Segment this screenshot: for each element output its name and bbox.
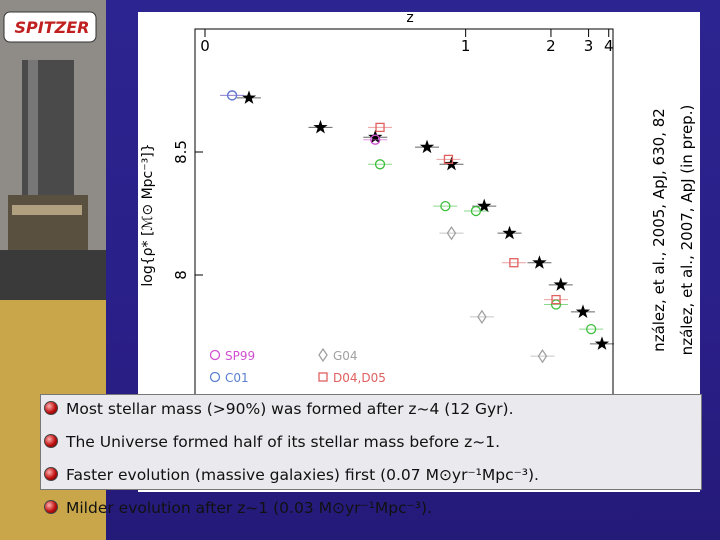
star-point [502, 225, 517, 240]
reference-note: nzález, et al., 2005, ApJ, 630, 82 [650, 108, 668, 352]
x-tick-label: 4 [604, 37, 614, 55]
logo: SPITZER [15, 18, 90, 37]
star-point [313, 119, 328, 134]
y-axis-label: log{ρ* [ℳ⊙ Mpc⁻³]} [140, 143, 156, 286]
logo-box [3, 11, 97, 43]
telescope-highlight [28, 60, 38, 200]
y-tick-label: 8 [172, 270, 190, 280]
square-point [318, 372, 328, 382]
circle-point [374, 159, 386, 170]
star-point [419, 139, 435, 154]
legend-label: C01 [225, 371, 249, 385]
bullet-item: Milder evolution after z~1 (0.03 M⊙yr⁻¹M… [44, 499, 432, 517]
diamond-point [477, 309, 487, 324]
x-tick-label: 0 [200, 37, 210, 55]
circle-point [440, 200, 451, 212]
star-point [532, 255, 547, 269]
telescope-panel [12, 205, 82, 215]
circle-point [586, 323, 597, 335]
square-point [551, 294, 561, 305]
bullet-item: The Universe formed half of its stellar … [44, 433, 500, 451]
bullet-icon [44, 467, 58, 481]
y-tick-label: 8.5 [172, 140, 190, 164]
square-point [509, 258, 519, 268]
square-point [443, 154, 454, 165]
circle-point [209, 349, 221, 361]
circle-point [370, 134, 381, 145]
bullet-box [40, 394, 702, 490]
diamond-point [318, 347, 328, 363]
x-axis-label: z [406, 10, 413, 26]
x-tick-label: 2 [546, 37, 556, 55]
circle-plus-point [226, 90, 238, 101]
diamond-point [446, 226, 457, 241]
star-point [553, 277, 568, 291]
bullet-icon [44, 401, 58, 415]
telescope-base [8, 195, 88, 250]
telescope-stand [0, 250, 106, 300]
x-tick-label: 1 [461, 37, 471, 55]
telescope-image: SPITZER [0, 0, 106, 540]
legend-label: G04 [333, 349, 358, 363]
bullet-icon [44, 434, 58, 448]
circle-point [470, 205, 482, 217]
star-point [241, 90, 257, 104]
bullet-text: The Universe formed half of its stellar … [66, 433, 501, 451]
bullet-text: Milder evolution after z~1 (0.03 M⊙yr⁻¹M… [66, 499, 432, 517]
legend-label: SP99 [225, 349, 255, 363]
square-point [375, 122, 385, 133]
bullet-icon [44, 500, 58, 514]
star-point [368, 129, 383, 144]
star-point [594, 336, 610, 350]
circle-plus-point [209, 371, 221, 383]
legend-label: D04,D05 [333, 371, 386, 385]
star-point [477, 198, 492, 213]
bullet-text: Faster evolution (massive galaxies) firs… [66, 466, 539, 484]
x-tick-label: 3 [584, 37, 594, 55]
bullet-text: Most stellar mass (>90%) was formed afte… [66, 400, 514, 418]
reference-note: nzález, et al., 2007, ApJ (in prep.) [678, 105, 696, 356]
star-point [575, 304, 591, 318]
diamond-point [537, 349, 548, 364]
bullet-item: Most stellar mass (>90%) was formed afte… [44, 400, 514, 418]
bullet-item: Faster evolution (massive galaxies) firs… [44, 466, 539, 484]
